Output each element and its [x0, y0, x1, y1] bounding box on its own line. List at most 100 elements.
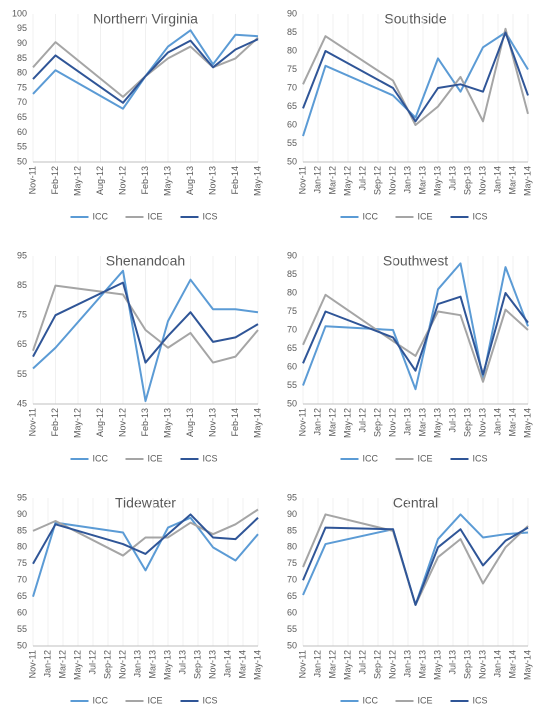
chart-title: Southwest: [383, 253, 448, 269]
x-tick-label: May-13: [162, 650, 172, 680]
legend-label: ICC: [363, 211, 379, 221]
x-tick-label: Jul-13: [447, 166, 457, 191]
legend-label: ICS: [203, 695, 218, 705]
legend-label: ICE: [148, 211, 163, 221]
x-tick-label: Jul-13: [177, 650, 187, 675]
y-tick-label: 65: [287, 101, 297, 111]
x-tick-label: Jan-13: [132, 650, 142, 678]
x-tick-label: Jul-12: [357, 408, 367, 433]
legend-label: ICC: [93, 453, 109, 463]
x-tick-label: Nov-12: [387, 650, 397, 679]
series-line: [32, 508, 259, 557]
x-tick-label: May-12: [72, 166, 82, 196]
x-tick-label: Feb-12: [50, 408, 60, 437]
x-tick-label: Nov-13: [207, 408, 217, 437]
chart-panel: Southwest 50 55 60 65 70 75 80 85 90 Nov-11 Jan-12 M…: [287, 250, 532, 463]
x-tick-label: Jan-13: [402, 650, 412, 678]
chart-panel: Northern Virginia50556065707580859095100…: [12, 8, 262, 221]
y-tick-label: 100: [12, 8, 27, 18]
x-tick-label: Nov-13: [477, 650, 487, 679]
chart-title: Tidewater: [115, 495, 176, 511]
x-tick-label: Sep-12: [372, 650, 382, 679]
x-tick-label: Nov-13: [477, 166, 487, 195]
y-tick-label: 85: [287, 525, 297, 535]
legend-label: ICE: [148, 453, 163, 463]
y-tick-label: 95: [287, 492, 297, 502]
y-tick-label: 65: [17, 112, 27, 122]
x-tick-label: Feb-14: [230, 408, 240, 437]
legend-label: ICE: [418, 453, 433, 463]
y-tick-label: 80: [17, 542, 27, 552]
x-tick-label: May-14: [522, 408, 532, 438]
y-tick-label: 55: [287, 624, 297, 634]
x-tick-label: Sep-12: [372, 166, 382, 195]
x-tick-label: Sep-12: [102, 650, 112, 679]
y-tick-label: 75: [17, 82, 27, 92]
x-tick-label: Mar-13: [417, 650, 427, 679]
x-tick-label: May-14: [252, 408, 262, 438]
x-tick-label: Jan-13: [402, 166, 412, 194]
y-tick-label: 95: [17, 492, 27, 502]
x-tick-label: May-13: [432, 408, 442, 438]
x-tick-label: Feb-13: [140, 166, 150, 195]
series-line: [302, 526, 529, 606]
series-line: [302, 292, 529, 376]
series-line: [32, 284, 259, 364]
x-tick-label: May-12: [342, 650, 352, 680]
x-tick-label: Feb-12: [50, 166, 60, 195]
x-tick-label: May-13: [162, 166, 172, 196]
x-tick-label: Nov-11: [27, 166, 37, 194]
x-tick-label: Nov-13: [207, 650, 217, 679]
y-tick-label: 55: [287, 138, 297, 148]
x-tick-label: Mar-12: [327, 408, 337, 437]
legend-label: ICC: [93, 695, 109, 705]
x-tick-label: Aug-12: [95, 166, 105, 195]
x-tick-label: Mar-12: [57, 650, 67, 679]
x-tick-label: Mar-13: [417, 408, 427, 437]
y-tick-label: 65: [17, 339, 27, 349]
x-tick-label: Nov-11: [297, 408, 307, 436]
legend-label: ICC: [363, 453, 379, 463]
y-tick-label: 75: [287, 306, 297, 316]
chart-title: Central: [393, 495, 438, 511]
x-tick-label: Aug-13: [185, 408, 195, 437]
x-tick-label: Nov-13: [477, 408, 487, 437]
series-line: [32, 36, 259, 98]
series-line: [32, 281, 259, 364]
y-tick-label: 65: [287, 343, 297, 353]
x-tick-label: Mar-12: [327, 166, 337, 195]
x-tick-label: Nov-11: [297, 650, 307, 678]
y-tick-label: 60: [287, 119, 297, 129]
x-tick-label: Jul-12: [357, 166, 367, 191]
y-tick-label: 85: [17, 53, 27, 63]
chart-panel: Tidewater 50 55 60 65 70 75 80 85 90 95 Nov-11 Jan-1…: [17, 492, 262, 705]
y-tick-label: 80: [287, 287, 297, 297]
x-tick-label: Mar-14: [237, 650, 247, 679]
x-tick-label: Aug-12: [95, 408, 105, 437]
chart-title: Southside: [384, 11, 446, 27]
chart-panel: Central 50 55 60 65 70 75 80 85 90 95 Nov-11 Jan-12 M…: [287, 492, 532, 705]
x-tick-label: Nov-12: [387, 166, 397, 195]
series-line: [302, 513, 529, 606]
y-tick-label: 75: [17, 310, 27, 320]
y-tick-label: 70: [287, 82, 297, 92]
x-tick-label: Sep-13: [462, 166, 472, 195]
x-tick-label: Jul-13: [447, 408, 457, 433]
y-tick-label: 80: [287, 542, 297, 552]
series-line: [302, 27, 529, 126]
y-tick-label: 90: [287, 250, 297, 260]
y-tick-label: 85: [287, 269, 297, 279]
series-line: [32, 516, 259, 597]
x-tick-label: Jan-12: [42, 650, 52, 678]
x-tick-label: Feb-13: [140, 408, 150, 437]
y-tick-label: 60: [287, 607, 297, 617]
x-tick-label: May-13: [432, 650, 442, 680]
x-tick-label: Jan-14: [492, 650, 502, 678]
series-line: [302, 293, 529, 383]
x-tick-label: Jan-12: [312, 408, 322, 436]
x-tick-label: May-14: [252, 650, 262, 680]
x-tick-label: Mar-14: [507, 650, 517, 679]
series-line: [32, 29, 259, 110]
x-tick-label: Nov-12: [387, 408, 397, 437]
